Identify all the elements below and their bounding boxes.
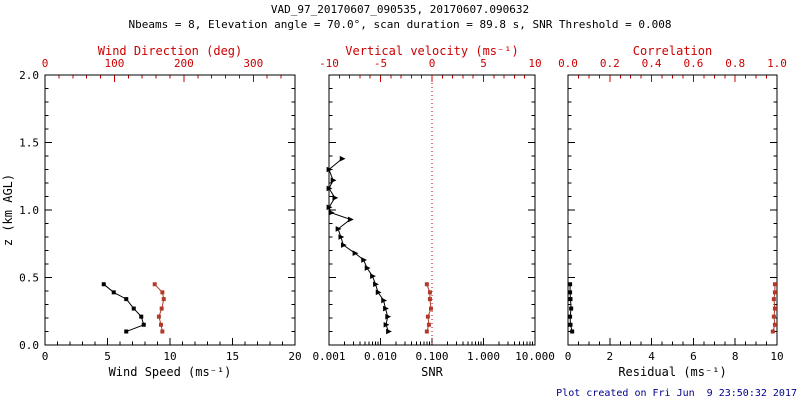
wind-top-ticks (44, 75, 296, 82)
wind-ticks (44, 74, 296, 346)
svg-text:-10: -10 (319, 57, 339, 70)
svg-text:0.001: 0.001 (312, 350, 345, 363)
svg-text:1.0: 1.0 (767, 57, 787, 70)
y-axis-title: z (km AGL) (1, 174, 15, 246)
plot-subtitle: Nbeams = 8, Elevation angle = 70.0°, sca… (128, 18, 672, 31)
svg-text:0.0: 0.0 (19, 339, 39, 352)
svg-text:0: 0 (42, 350, 49, 363)
svg-text:Residual (ms⁻¹): Residual (ms⁻¹) (618, 365, 726, 379)
svg-text:300: 300 (243, 57, 263, 70)
svg-text:2.0: 2.0 (19, 69, 39, 82)
svg-text:5: 5 (104, 350, 111, 363)
svg-text:0.100: 0.100 (415, 350, 448, 363)
snr-bottom-labels: 0.001 0.010 0.100 1.000 10.000 SNR (312, 350, 554, 379)
svg-text:0: 0 (429, 57, 436, 70)
svg-text:8: 8 (732, 350, 739, 363)
svg-text:200: 200 (174, 57, 194, 70)
snr-top-ticks (328, 75, 536, 82)
svg-text:0: 0 (42, 57, 49, 70)
svg-text:4: 4 (648, 350, 655, 363)
residual-bottom-labels: 0 2 4 6 8 10 Residual (ms⁻¹) (565, 350, 784, 379)
svg-text:10: 10 (528, 57, 541, 70)
plot-created-timestamp: Plot created on Fri Jun 9 23:50:32 2017 (556, 388, 797, 399)
panel-snr: 0.001 0.010 0.100 1.000 10.000 SNR -10 -5 0 5 10 Ve… (312, 44, 554, 379)
svg-text:-5: -5 (374, 57, 387, 70)
residual-plot-box (567, 74, 778, 346)
svg-text:1.5: 1.5 (19, 137, 39, 150)
residual-profile-markers (568, 282, 575, 334)
svg-text:10.000: 10.000 (515, 350, 555, 363)
panel-wind: 0 5 10 15 20 Wind Speed (ms⁻¹) 0 100 200 300Wind … (1, 44, 302, 379)
wind-plot-box (44, 74, 296, 346)
svg-text:10: 10 (770, 350, 783, 363)
svg-text:0.010: 0.010 (364, 350, 397, 363)
svg-text:20: 20 (288, 350, 301, 363)
snr-top-labels: -10 -5 0 5 10 Vertical velocity (ms⁻¹) (319, 44, 542, 70)
svg-text:0: 0 (565, 350, 572, 363)
vertical-velocity-markers (424, 282, 433, 334)
svg-text:Correlation: Correlation (633, 44, 712, 58)
svg-text:5: 5 (480, 57, 487, 70)
svg-text:15: 15 (226, 350, 239, 363)
svg-text:10: 10 (163, 350, 176, 363)
residual-top-labels: 0.0 0.2 0.4 0.6 0.8 1.0 Correlation (558, 44, 787, 70)
plot-title: VAD_97_20170607_090535, 20170607.090632 (270, 3, 530, 16)
residual-ticks (567, 74, 778, 346)
svg-text:0.6: 0.6 (683, 57, 703, 70)
svg-text:0.0: 0.0 (558, 57, 578, 70)
svg-text:SNR: SNR (421, 365, 443, 379)
wind-direction-markers (152, 282, 166, 334)
svg-text:100: 100 (105, 57, 125, 70)
svg-text:0.4: 0.4 (642, 57, 662, 70)
svg-text:1.000: 1.000 (467, 350, 500, 363)
svg-text:2: 2 (606, 350, 613, 363)
correlation-profile-markers (770, 282, 777, 334)
svg-text:1.0: 1.0 (19, 204, 39, 217)
svg-text:0.2: 0.2 (600, 57, 620, 70)
svg-text:0.8: 0.8 (725, 57, 745, 70)
svg-text:Wind Speed (ms⁻¹): Wind Speed (ms⁻¹) (109, 365, 232, 379)
panel-residual: 0 2 4 6 8 10 Residual (ms⁻¹) 0.0 0.2 0.4 0.6 0.8 1.0… (558, 44, 787, 379)
svg-text:6: 6 (690, 350, 697, 363)
snr-profile-line (328, 158, 389, 332)
snr-profile-markers (326, 155, 392, 335)
svg-text:0.5: 0.5 (19, 272, 39, 285)
snr-ticks (328, 74, 536, 346)
svg-text:Vertical velocity (ms⁻¹): Vertical velocity (ms⁻¹) (345, 44, 518, 58)
svg-text:Wind Direction (deg): Wind Direction (deg) (98, 44, 243, 58)
wind-speed-line (103, 283, 145, 332)
wind-bottom-labels: 0 5 10 15 20 Wind Speed (ms⁻¹) (42, 350, 302, 379)
y-axis-labels: 0.0 0.5 1.0 1.5 2.0 z (km AGL) (1, 69, 39, 352)
residual-top-ticks (567, 75, 778, 82)
wind-speed-markers (101, 282, 146, 334)
